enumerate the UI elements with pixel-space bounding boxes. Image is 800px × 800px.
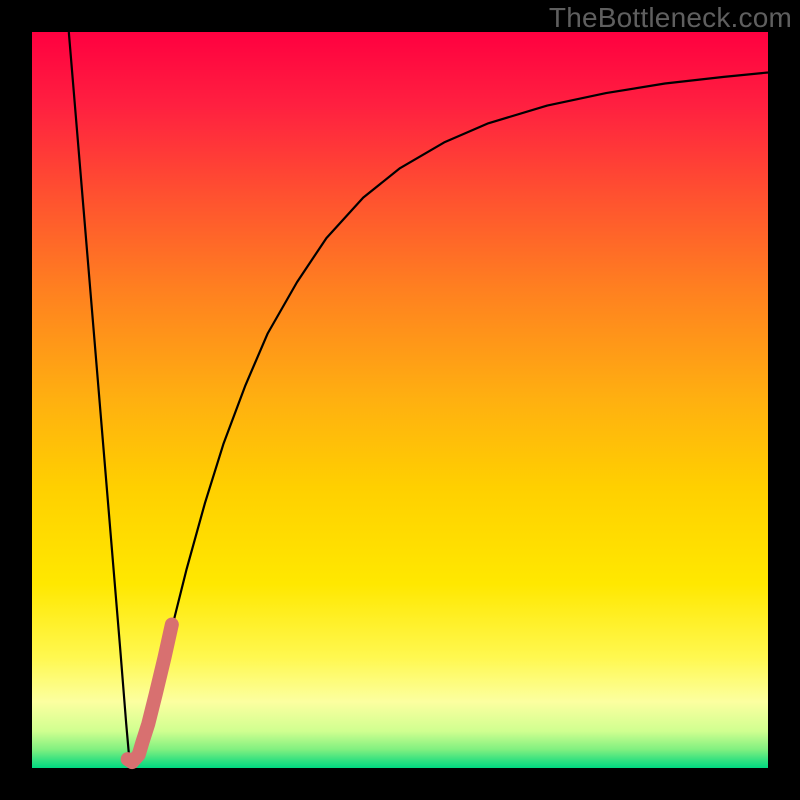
chart-container: TheBottleneck.com [0, 0, 800, 800]
chart-plot-bg [32, 32, 768, 768]
watermark-label: TheBottleneck.com [549, 2, 792, 34]
bottleneck-chart [0, 0, 800, 800]
